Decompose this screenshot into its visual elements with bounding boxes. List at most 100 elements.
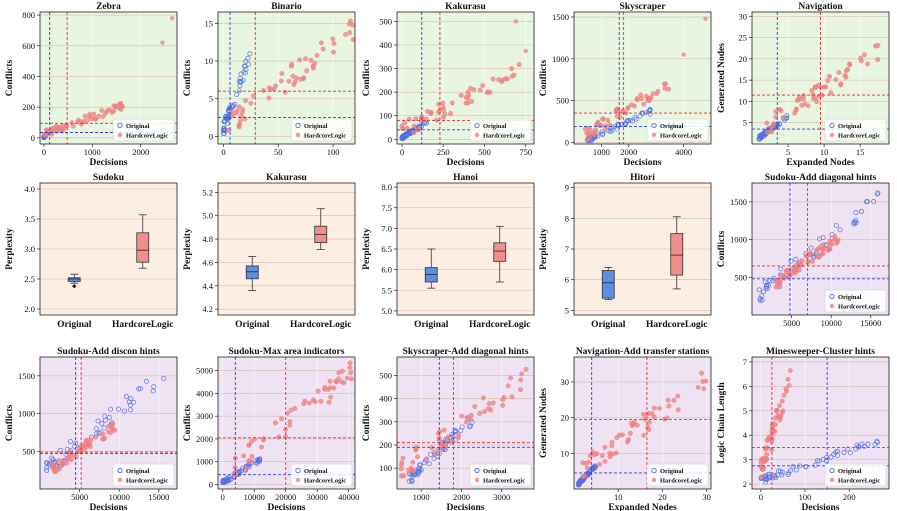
y-tick-label: 3.5	[24, 214, 35, 224]
x-axis-label: Decisions	[90, 503, 128, 511]
y-tick-label: 30	[561, 377, 570, 387]
legend-box	[646, 463, 709, 487]
y-tick-label: 2.0	[24, 304, 35, 314]
point-original	[220, 478, 226, 484]
chart-title: Skyscraper	[620, 2, 667, 12]
point-hardcore	[861, 52, 867, 58]
y-tick-label: 1000	[18, 409, 35, 419]
y-tick-label: 8	[565, 213, 569, 223]
x-tick-label: 100	[327, 147, 340, 157]
legend-marker-hardcore	[829, 303, 835, 309]
point-hardcore	[485, 89, 491, 95]
x-axis-label: Decisions	[268, 503, 306, 511]
legend-marker-original	[117, 122, 123, 129]
y-tick-label: 5.5	[381, 285, 392, 295]
point-hardcore	[820, 251, 826, 257]
y-tick-label: 5.0	[202, 211, 213, 221]
point-original	[824, 454, 830, 460]
point-hardcore	[448, 439, 454, 445]
point-hardcore	[590, 449, 596, 455]
y-axis-label: Generated Nodes	[717, 43, 727, 113]
point-hardcore	[585, 125, 591, 131]
y-tick-label: 400	[379, 40, 392, 50]
point-hardcore	[632, 103, 637, 109]
point-hardcore	[282, 89, 288, 95]
y-tick-label: 10	[739, 96, 748, 106]
point-hardcore	[312, 61, 318, 66]
point-original	[853, 220, 859, 226]
point-hardcore	[505, 76, 510, 82]
point-hardcore	[781, 275, 787, 281]
y-axis-label: Perplexity	[5, 228, 15, 270]
point-hardcore	[783, 268, 789, 274]
point-original	[130, 399, 136, 405]
y-tick-label: 30	[739, 11, 748, 21]
point-hardcore	[240, 107, 246, 113]
x-tick-label: Original	[591, 320, 626, 330]
point-hardcore	[468, 412, 474, 418]
y-tick-label: 600	[22, 41, 35, 51]
point-original	[592, 464, 598, 470]
point-hardcore	[675, 393, 681, 399]
x-tick-label: 500	[478, 147, 491, 157]
point-original	[222, 118, 228, 124]
point-hardcore	[758, 474, 764, 480]
point-hardcore	[617, 114, 623, 120]
point-hardcore	[248, 458, 254, 464]
point-original	[452, 428, 458, 434]
legend-label-original: Original	[838, 468, 862, 475]
y-tick-label: 2.5	[24, 274, 35, 284]
chart-zebra: Original HardcoreLogic 0 200 400 600 800 0 1000 2…	[5, 2, 178, 168]
point-original	[780, 469, 786, 475]
point-hardcore	[100, 114, 106, 119]
chart-binario: Original HardcoreLogic 0 5 10 15 0 50 100 Binario…	[183, 2, 356, 157]
point-hardcore	[480, 395, 486, 401]
point-hardcore	[411, 130, 417, 136]
point-original	[757, 135, 763, 141]
point-hardcore	[825, 78, 831, 84]
legend-label-hardcore: HardcoreLogic	[304, 133, 346, 140]
x-tick-label: 0	[42, 147, 46, 157]
point-hardcore	[99, 107, 105, 113]
point-hardcore	[641, 432, 647, 438]
legend-marker-original	[295, 467, 301, 474]
point-hardcore	[229, 112, 235, 118]
point-original	[771, 275, 777, 281]
y-axis-label: Conflicts	[717, 230, 727, 267]
point-hardcore	[858, 55, 864, 61]
point-hardcore-outlier	[681, 52, 686, 57]
point-hardcore	[516, 62, 522, 67]
plot-area	[218, 183, 355, 315]
x-tick-label: 15000	[148, 492, 169, 502]
y-tick-label: 3.0	[24, 244, 35, 254]
x-axis-label: Decisions	[447, 503, 485, 511]
legend-label-original: Original	[483, 468, 507, 475]
y-tick-label: 500	[734, 272, 747, 282]
legend-label-hardcore: HardcoreLogic	[838, 133, 880, 140]
y-tick-label: 6.5	[381, 244, 392, 254]
y-tick-label: 6	[565, 275, 569, 285]
point-original	[44, 467, 50, 473]
point-hardcore	[336, 370, 342, 376]
y-tick-label: 400	[22, 71, 35, 81]
point-original	[578, 478, 584, 484]
point-hardcore	[600, 116, 606, 122]
y-tick-label: 5000	[196, 366, 213, 376]
y-tick-label: 5	[565, 305, 569, 315]
legend-box	[290, 118, 353, 142]
x-tick-label: HardcoreLogic	[112, 320, 174, 330]
point-hardcore	[349, 376, 354, 382]
point-hardcore	[613, 450, 619, 456]
y-tick-label: 300	[379, 417, 392, 427]
y-axis-label: Conflicts	[183, 59, 193, 96]
point-hardcore	[777, 278, 783, 283]
plot-frame	[39, 356, 178, 490]
point-hardcore	[43, 132, 49, 138]
point-hardcore	[327, 378, 333, 384]
point-hardcore	[73, 454, 79, 460]
point-hardcore	[602, 458, 608, 464]
point-original	[615, 122, 621, 128]
point-hardcore	[776, 283, 782, 289]
point-hardcore	[777, 403, 783, 409]
point-hardcore	[272, 420, 278, 426]
